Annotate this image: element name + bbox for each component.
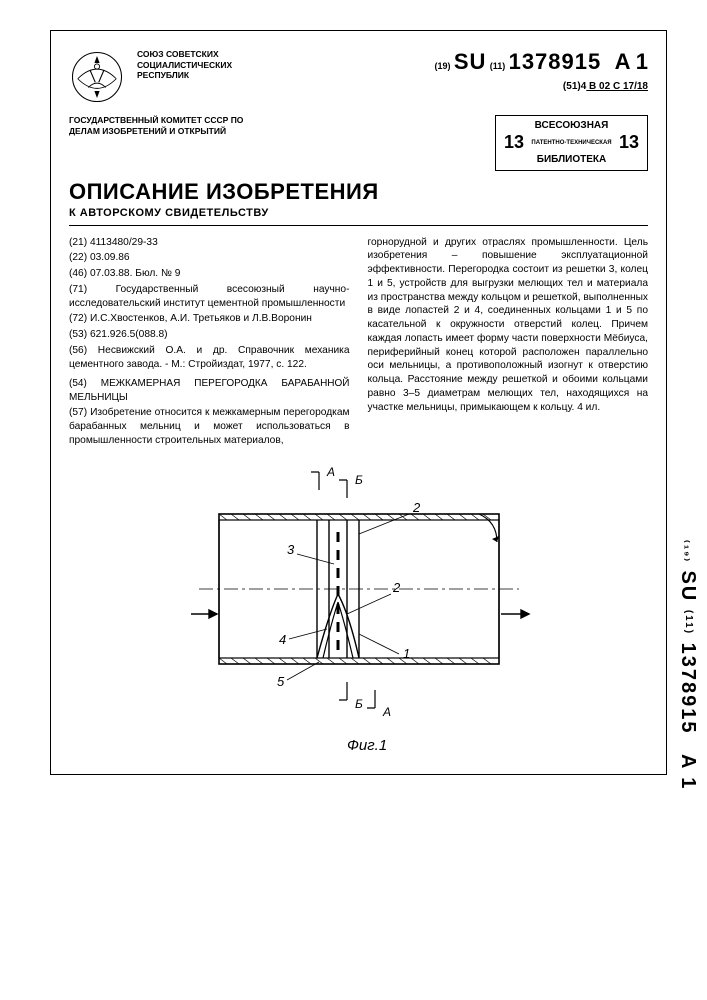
state-emblem-icon (69, 49, 125, 105)
ipc-prefix: (51)4 (563, 81, 586, 92)
figure-1: A Б (179, 464, 539, 764)
field-57: (57) Изобретение относится к межкамерным… (69, 406, 350, 447)
pub-kind: A 1 (615, 49, 648, 74)
field-46: (46) 07.03.88. Бюл. № 9 (69, 267, 350, 281)
stamp-right-num: 13 (619, 132, 639, 154)
committee-row: ГОСУДАРСТВЕННЫЙ КОМИТЕТ СССР ПО ДЕЛАМ ИЗ… (69, 115, 648, 171)
title-block: ОПИСАНИЕ ИЗОБРЕТЕНИЯ К АВТОРСКОМУ СВИДЕТ… (69, 179, 648, 226)
stamp-line3: БИБЛИОТЕКА (504, 154, 639, 166)
pub-number: 1378915 (509, 49, 602, 74)
field-53: (53) 621.926.5(088.8) (69, 328, 350, 342)
doc-title: ОПИСАНИЕ ИЗОБРЕТЕНИЯ (69, 179, 648, 205)
left-column: (21) 4113480/29-33 (22) 03.09.86 (46) 07… (69, 236, 350, 450)
right-column: горнорудной и других отраслях промышленн… (368, 236, 649, 450)
figure-caption: Фиг.1 (347, 737, 387, 754)
callout-3: 3 (287, 542, 295, 557)
pub-cc: SU (454, 49, 487, 74)
ipc-code: B 02 C 17/18 (586, 81, 648, 92)
side-sub11: (11) (683, 610, 694, 635)
callout-1: 1 (403, 646, 410, 661)
header-row: СОЮЗ СОВЕТСКИХ СОЦИАЛИСТИЧЕСКИХ РЕСПУБЛИ… (69, 49, 648, 105)
document-frame: СОЮЗ СОВЕТСКИХ СОЦИАЛИСТИЧЕСКИХ РЕСПУБЛИ… (50, 30, 667, 775)
callout-5: 5 (277, 674, 285, 689)
library-stamp: ВСЕСОЮЗНАЯ 13 ПАТЕНТНО-ТЕХНИЧЕСКАЯ 13 БИ… (495, 115, 648, 171)
committee-name: ГОСУДАРСТВЕННЫЙ КОМИТЕТ СССР ПО ДЕЛАМ ИЗ… (69, 115, 269, 136)
abstract-continued: горнорудной и других отраслях промышленн… (368, 236, 649, 415)
field-54: (54) МЕЖКАМЕРНАЯ ПЕРЕГОРОДКА БАРАБАННОЙ … (69, 377, 350, 404)
field-21: (21) 4113480/29-33 (69, 236, 350, 250)
callout-4: 4 (279, 632, 286, 647)
side-cc: SU (677, 570, 699, 602)
side-num: 1378915 (677, 643, 699, 735)
field-72: (72) И.С.Хвостенков, А.И. Третьяков и Л.… (69, 312, 350, 326)
callout-2a: 2 (392, 580, 401, 595)
pub-prefix-11: (11) (490, 61, 506, 71)
field-71: (71) Государственный всесоюзный научно-и… (69, 283, 350, 311)
doc-subtitle: К АВТОРСКОМУ СВИДЕТЕЛЬСТВУ (69, 207, 648, 226)
publication-codes: (19) SU (11) 1378915 A 1 (51)4 B 02 C 17… (434, 49, 648, 92)
side-sub: ₍₁₉₎ (682, 540, 694, 563)
section-label-B-top: Б (355, 473, 363, 487)
field-56: (56) Несвижский О.А. и др. Справочник ме… (69, 344, 350, 372)
org-name: СОЮЗ СОВЕТСКИХ СОЦИАЛИСТИЧЕСКИХ РЕСПУБЛИ… (137, 49, 247, 81)
side-kind: A 1 (677, 754, 699, 790)
section-label-A-top: A (326, 465, 335, 479)
pub-prefix-19: (19) (434, 61, 450, 71)
stamp-line1: ВСЕСОЮЗНАЯ (504, 120, 639, 132)
section-label-B-bot: Б (355, 697, 363, 711)
side-pubnum: ₍₁₉₎ SU (11) 1378915 A 1 (676, 540, 699, 790)
section-label-A-bot: A (382, 705, 391, 719)
stamp-left-num: 13 (504, 132, 524, 154)
stamp-mid: ПАТЕНТНО-ТЕХНИЧЕСКАЯ (531, 140, 611, 146)
figure-area: A Б (69, 464, 648, 764)
field-22: (22) 03.09.86 (69, 251, 350, 265)
callout-2b: 2 (412, 500, 421, 515)
body-columns: (21) 4113480/29-33 (22) 03.09.86 (46) 07… (69, 236, 648, 450)
